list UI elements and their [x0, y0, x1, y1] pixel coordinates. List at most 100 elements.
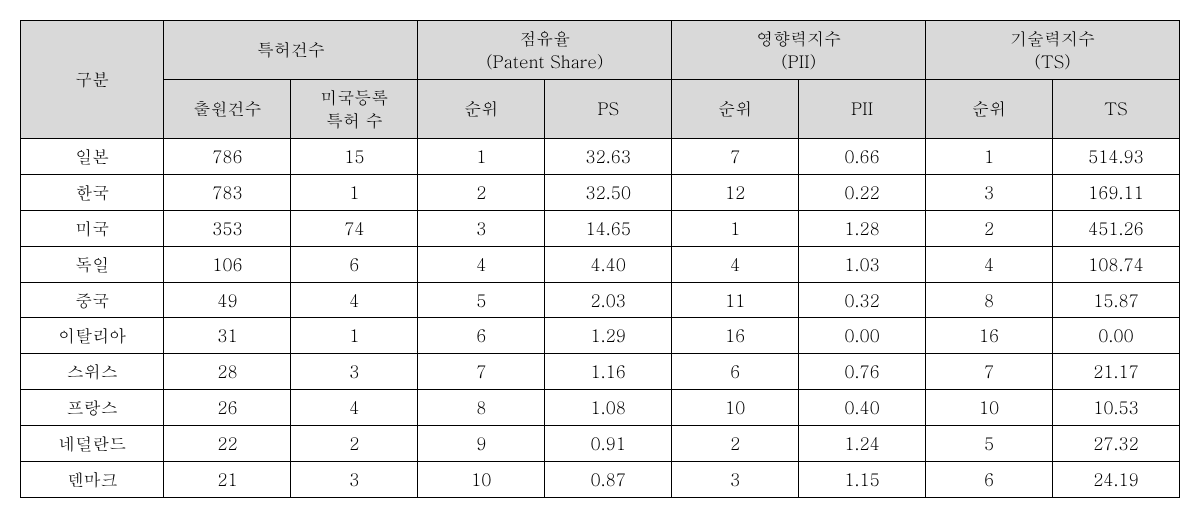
ts-cell: 0.00	[1052, 318, 1179, 354]
apps-cell: 26	[164, 390, 291, 426]
header-ps-line2: (Patent Share)	[486, 49, 603, 73]
pii-rank-cell: 2	[672, 426, 799, 462]
ps-rank-cell: 7	[418, 354, 545, 390]
table-row: 독일106644.4041.034108.74	[21, 246, 1180, 282]
header-ts: 기술력지수 (TS)	[926, 21, 1180, 80]
header-ps-line1: 점유율	[519, 26, 570, 50]
subheader-applications: 출원건수	[164, 79, 291, 138]
header-patent-share: 점유율 (Patent Share)	[418, 21, 672, 80]
country-cell: 이탈리아	[21, 318, 164, 354]
pii-cell: 1.15	[799, 462, 926, 498]
ps-rank-cell: 9	[418, 426, 545, 462]
pii-cell: 1.28	[799, 210, 926, 246]
header-ts-line2: (TS)	[1034, 49, 1070, 73]
ts-cell: 108.74	[1052, 246, 1179, 282]
country-cell: 독일	[21, 246, 164, 282]
ts-cell: 451.26	[1052, 210, 1179, 246]
header-pii-line1: 영향력지수	[756, 26, 841, 50]
apps-cell: 31	[164, 318, 291, 354]
subheader-pii: PII	[799, 79, 926, 138]
us-reg-cell: 3	[291, 462, 418, 498]
country-cell: 스위스	[21, 354, 164, 390]
ts-cell: 10.53	[1052, 390, 1179, 426]
ts-cell: 514.93	[1052, 138, 1179, 174]
subheader-usreg-line1: 미국등록	[320, 85, 388, 109]
ts-rank-cell: 5	[926, 426, 1053, 462]
pii-rank-cell: 11	[672, 282, 799, 318]
subheader-pii-rank: 순위	[672, 79, 799, 138]
subheader-usreg-line2: 특허 수	[326, 108, 383, 132]
ps-cell: 1.16	[545, 354, 672, 390]
header-patent-count: 특허건수	[164, 21, 418, 80]
table-row: 네덜란드22290.9121.24527.32	[21, 426, 1180, 462]
ps-rank-cell: 6	[418, 318, 545, 354]
pii-rank-cell: 10	[672, 390, 799, 426]
ts-cell: 21.17	[1052, 354, 1179, 390]
apps-cell: 49	[164, 282, 291, 318]
us-reg-cell: 15	[291, 138, 418, 174]
ps-cell: 32.63	[545, 138, 672, 174]
subheader-ps-rank: 순위	[418, 79, 545, 138]
ts-rank-cell: 1	[926, 138, 1053, 174]
table-body: 일본78615132.6370.661514.93한국7831232.50120…	[21, 138, 1180, 497]
pii-rank-cell: 3	[672, 462, 799, 498]
ts-rank-cell: 6	[926, 462, 1053, 498]
country-cell: 한국	[21, 174, 164, 210]
ps-cell: 0.91	[545, 426, 672, 462]
us-reg-cell: 4	[291, 390, 418, 426]
pii-rank-cell: 16	[672, 318, 799, 354]
table-row: 스위스28371.1660.76721.17	[21, 354, 1180, 390]
ts-rank-cell: 3	[926, 174, 1053, 210]
ts-cell: 27.32	[1052, 426, 1179, 462]
us-reg-cell: 1	[291, 318, 418, 354]
ps-cell: 0.87	[545, 462, 672, 498]
table-row: 한국7831232.50120.223169.11	[21, 174, 1180, 210]
apps-cell: 786	[164, 138, 291, 174]
apps-cell: 21	[164, 462, 291, 498]
subheader-ts-rank: 순위	[926, 79, 1053, 138]
us-reg-cell: 1	[291, 174, 418, 210]
ps-cell: 4.40	[545, 246, 672, 282]
country-cell: 덴마크	[21, 462, 164, 498]
table-row: 덴마크213100.8731.15624.19	[21, 462, 1180, 498]
apps-cell: 28	[164, 354, 291, 390]
pii-rank-cell: 1	[672, 210, 799, 246]
pii-rank-cell: 12	[672, 174, 799, 210]
us-reg-cell: 2	[291, 426, 418, 462]
pii-rank-cell: 7	[672, 138, 799, 174]
us-reg-cell: 74	[291, 210, 418, 246]
ts-rank-cell: 2	[926, 210, 1053, 246]
ps-rank-cell: 3	[418, 210, 545, 246]
us-reg-cell: 4	[291, 282, 418, 318]
ts-cell: 169.11	[1052, 174, 1179, 210]
apps-cell: 783	[164, 174, 291, 210]
pii-cell: 0.22	[799, 174, 926, 210]
table-row: 중국49452.03110.32815.87	[21, 282, 1180, 318]
table-row: 미국35374314.6511.282451.26	[21, 210, 1180, 246]
ts-rank-cell: 10	[926, 390, 1053, 426]
pii-cell: 1.24	[799, 426, 926, 462]
header-pii: 영향력지수 (PII)	[672, 21, 926, 80]
us-reg-cell: 3	[291, 354, 418, 390]
pii-cell: 0.76	[799, 354, 926, 390]
ps-cell: 14.65	[545, 210, 672, 246]
pii-cell: 0.40	[799, 390, 926, 426]
ps-cell: 1.29	[545, 318, 672, 354]
country-cell: 중국	[21, 282, 164, 318]
table-row: 이탈리아31161.29160.00160.00	[21, 318, 1180, 354]
ps-rank-cell: 5	[418, 282, 545, 318]
us-reg-cell: 6	[291, 246, 418, 282]
header-ts-line1: 기술력지수	[1010, 26, 1095, 50]
country-cell: 프랑스	[21, 390, 164, 426]
country-cell: 일본	[21, 138, 164, 174]
ps-rank-cell: 2	[418, 174, 545, 210]
ts-cell: 15.87	[1052, 282, 1179, 318]
country-cell: 네덜란드	[21, 426, 164, 462]
ps-cell: 2.03	[545, 282, 672, 318]
pii-cell: 1.03	[799, 246, 926, 282]
ts-rank-cell: 4	[926, 246, 1053, 282]
apps-cell: 22	[164, 426, 291, 462]
pii-cell: 0.00	[799, 318, 926, 354]
ps-cell: 32.50	[545, 174, 672, 210]
pii-cell: 0.32	[799, 282, 926, 318]
